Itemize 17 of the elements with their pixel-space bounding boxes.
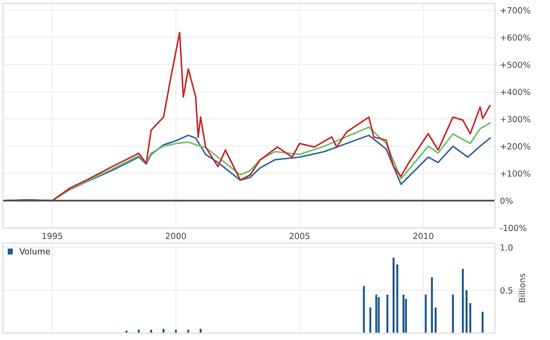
x-tick-label: 2010 xyxy=(413,232,434,240)
y-tick-label: 0.5 xyxy=(500,287,512,294)
y-tick-label: +500% xyxy=(500,62,530,68)
x-tick-label: 2000 xyxy=(166,232,186,240)
y-tick-label: +300% xyxy=(500,116,530,122)
legend-label: Volume xyxy=(19,248,50,255)
y-tick-label: 0% xyxy=(500,198,513,204)
x-tick-label: 1995 xyxy=(42,232,62,240)
y-tick-label: +200% xyxy=(500,143,530,150)
y-tick-label: 1.0 xyxy=(500,244,513,251)
y-tick-label: +400% xyxy=(500,88,530,96)
y-tick-label: -100% xyxy=(500,224,526,232)
y-tick-label: +700% xyxy=(500,7,530,14)
y-tick-label: +600% xyxy=(500,34,530,41)
x-tick-label: 2005 xyxy=(290,232,310,240)
y-tick-label: +100% xyxy=(500,170,530,177)
y-axis-title: Billions xyxy=(518,274,526,302)
